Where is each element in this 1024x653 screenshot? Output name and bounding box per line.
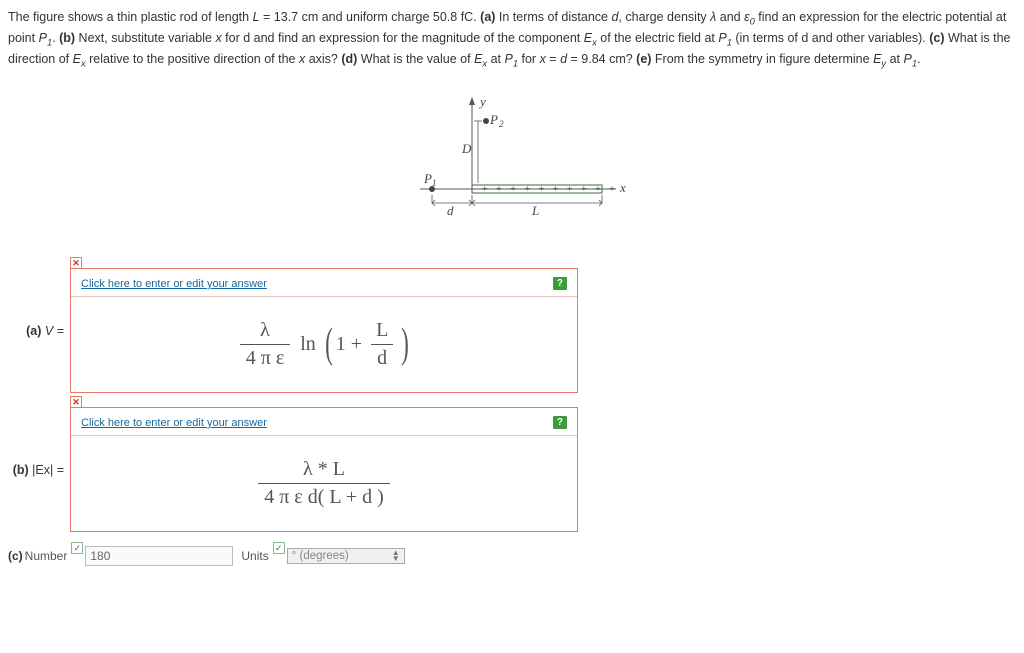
number-label: Number: [25, 549, 68, 563]
units-select[interactable]: ° (degrees) ▲▼: [287, 548, 405, 564]
incorrect-icon: ✕: [70, 257, 82, 269]
dim-d-label: d: [447, 203, 454, 218]
correct-icon: ✓: [273, 542, 285, 554]
units-label: Units: [241, 549, 268, 563]
edit-answer-link[interactable]: Click here to enter or edit your answer: [81, 278, 267, 290]
point-p1-label: P: [423, 171, 432, 186]
part-b-formula: λ * L 4 π ε d( L + d ): [254, 458, 394, 509]
part-a-row: (a) V = ✕ Click here to enter or edit yo…: [8, 268, 1016, 393]
axis-x-label: x: [619, 180, 626, 195]
charged-rod: + + + + + + + + + +: [472, 184, 618, 195]
dim-D-label: D: [461, 141, 472, 156]
point-p2-label: P: [489, 112, 498, 127]
svg-text:2: 2: [499, 119, 504, 129]
part-c-label: (c): [8, 549, 23, 563]
incorrect-icon: ✕: [70, 396, 82, 408]
dim-L-label: L: [531, 203, 539, 218]
part-b-label: (b) |Ex| =: [8, 463, 70, 477]
number-input[interactable]: 180: [85, 546, 233, 566]
figure-diagram: y x + + + + + + + + + + P 1 P 2 D d L: [8, 91, 1016, 244]
part-a-formula: λ 4 π ε ln ( 1 + L d ): [236, 319, 413, 370]
part-a-label: (a) V =: [8, 324, 70, 338]
svg-text:1: 1: [432, 178, 437, 188]
part-a-answer-box: ✕ Click here to enter or edit your answe…: [70, 268, 578, 393]
part-b-answer-box: ✕ Click here to enter or edit your answe…: [70, 407, 578, 532]
help-icon[interactable]: ?: [553, 277, 567, 290]
part-c-row: (c) Number ✓ 180 Units ✓ ° (degrees) ▲▼: [8, 546, 1016, 566]
help-icon[interactable]: ?: [553, 416, 567, 429]
axis-y-label: y: [478, 94, 486, 109]
edit-answer-link[interactable]: Click here to enter or edit your answer: [81, 417, 267, 429]
problem-statement: The figure shows a thin plastic rod of l…: [8, 8, 1016, 71]
correct-icon: ✓: [71, 542, 83, 554]
svg-text:+ + + + + + + + + +: + + + + + + + + + +: [482, 184, 618, 195]
part-b-row: (b) |Ex| = ✕ Click here to enter or edit…: [8, 407, 1016, 532]
